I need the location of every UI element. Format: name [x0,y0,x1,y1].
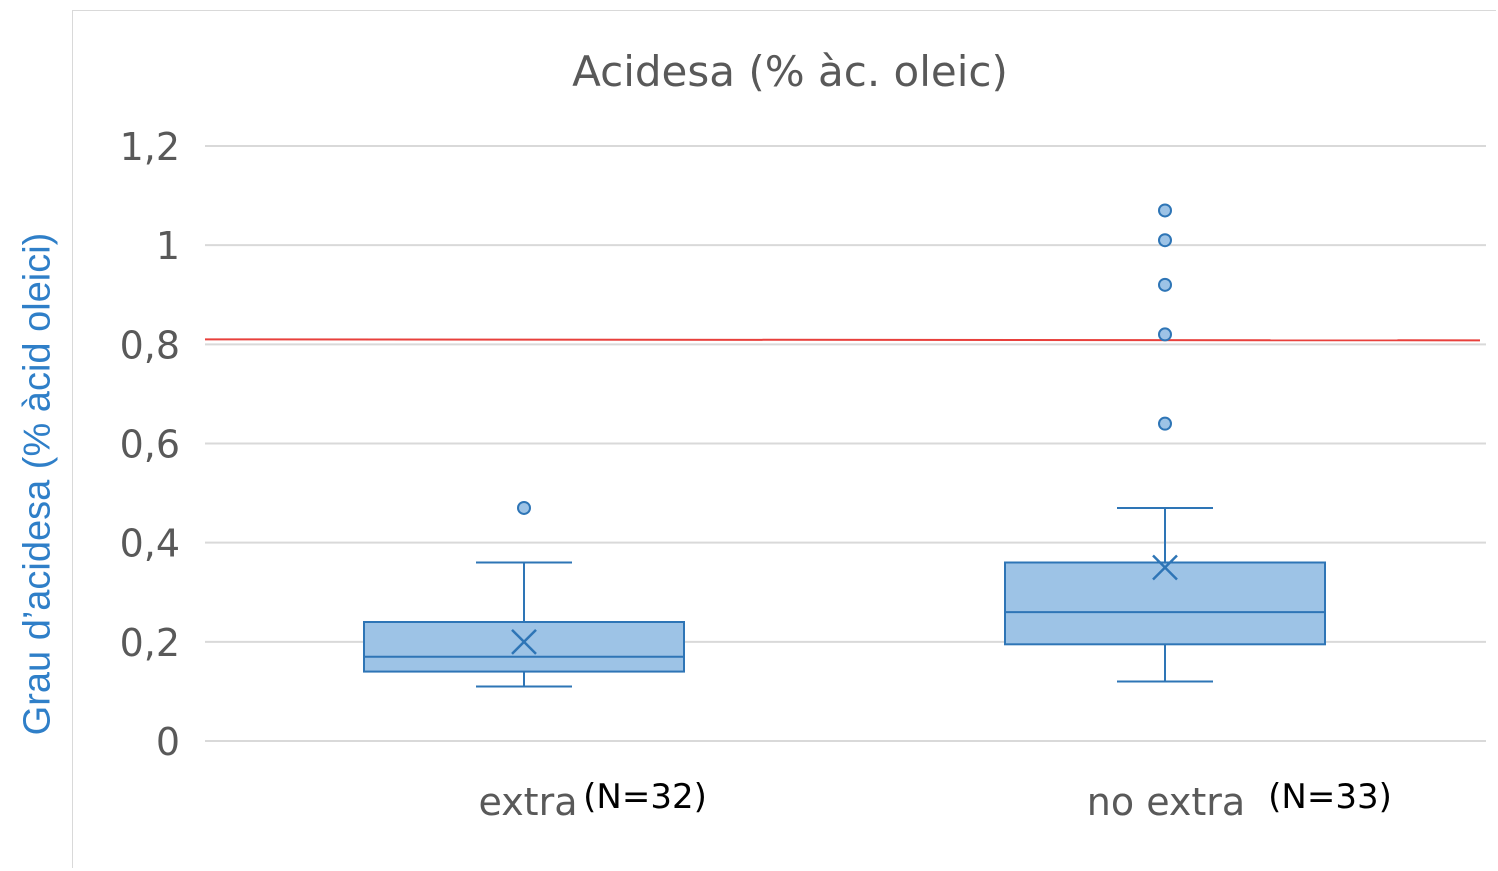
box-plot-series [363,203,1326,688]
mean-marker-stroke-b [1152,554,1178,581]
outlier-point [1158,203,1172,218]
x-category-label: extra [478,780,577,824]
outlier-point [1158,416,1172,431]
iqr-box [363,621,685,673]
box-group-1 [1004,203,1326,683]
chart-title: Acidesa (% àc. oleic) [572,47,1008,96]
y-tick-label: 0,2 [120,621,180,665]
y-tick-labels: 0 0,2 0,4 0,6 0,8 1 1,2 [120,125,180,764]
y-tick-label: 1,2 [120,125,180,169]
y-tick-label: 1 [156,224,180,268]
x-category-labels: extra (N=32) no extra (N=33) [478,777,1391,824]
chart-area-border [72,10,1496,868]
y-tick-label: 0 [156,720,180,764]
outlier-point [1158,327,1172,342]
y-tick-label: 0,4 [120,522,180,566]
outlier-point [1158,233,1172,248]
sample-size-annotation: (N=32) [583,777,707,817]
reference-line [204,338,1481,342]
iqr-box [1004,561,1326,646]
outlier-point [517,500,531,515]
reference-line-group [204,338,1481,342]
outlier-point [1158,277,1172,292]
y-tick-label: 0,8 [120,323,180,367]
x-category-label: no extra [1087,780,1245,824]
box-group-0 [363,500,685,688]
mean-marker-stroke-b [511,628,537,655]
y-tick-label: 0,6 [120,423,180,467]
sample-size-annotation: (N=33) [1268,777,1392,817]
